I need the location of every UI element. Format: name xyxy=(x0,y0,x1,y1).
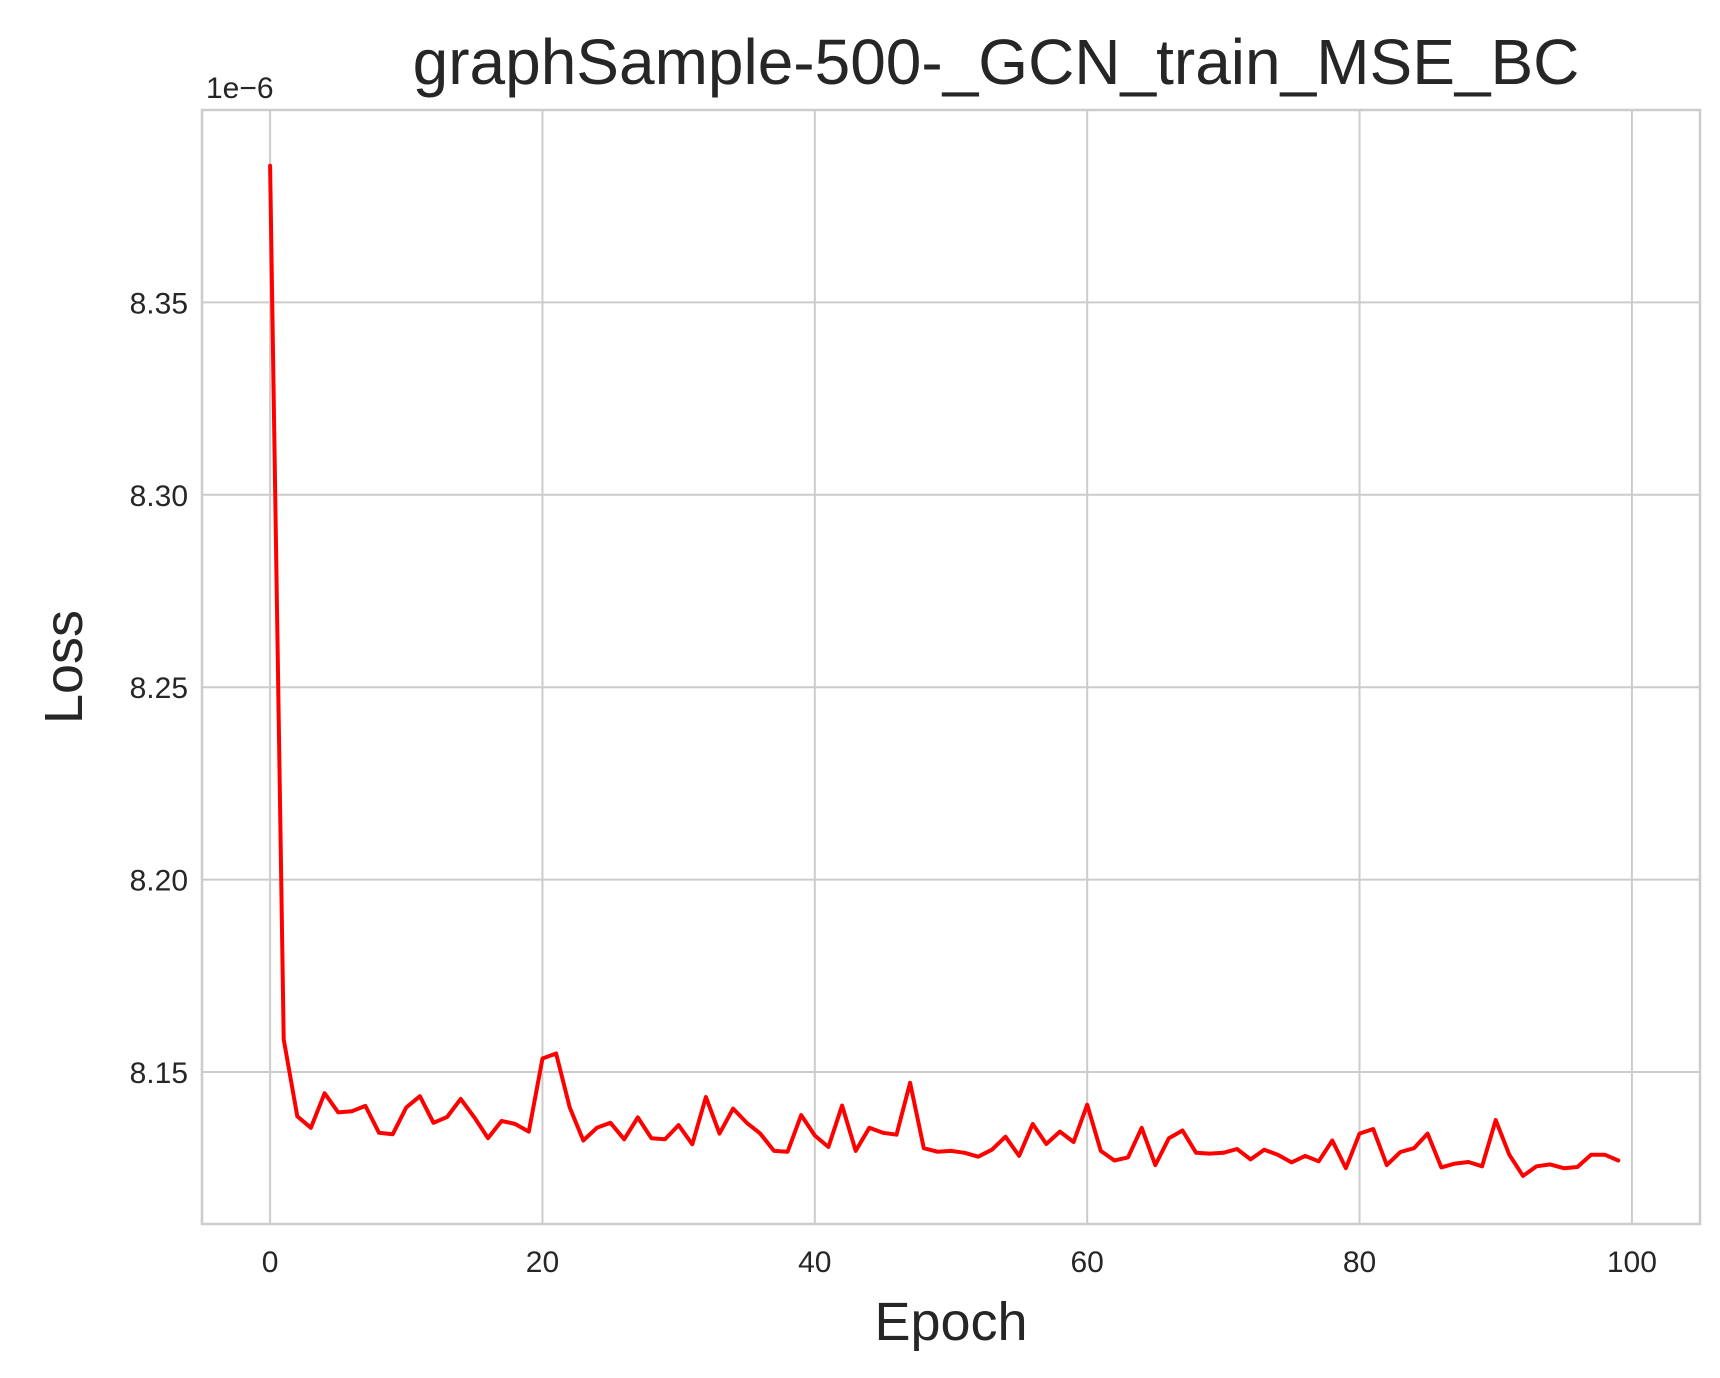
y-tick-label: 8.25 xyxy=(130,672,188,705)
y-tick-label: 8.30 xyxy=(130,480,188,513)
x-axis-label: Epoch xyxy=(874,1292,1027,1352)
y-axis-label: Loss xyxy=(34,610,94,724)
y-offset-label: 1e−6 xyxy=(206,72,274,105)
plot-frame xyxy=(200,108,1702,1226)
x-tick-label: 100 xyxy=(1607,1246,1657,1279)
x-tick-label: 80 xyxy=(1343,1246,1376,1279)
y-tick-labels: 8.15 8.20 8.25 8.30 8.35 xyxy=(130,287,188,1090)
gridlines xyxy=(202,110,1700,1224)
y-tick-label: 8.20 xyxy=(130,865,188,898)
x-tick-label: 20 xyxy=(526,1246,559,1279)
y-tick-label: 8.15 xyxy=(130,1057,188,1090)
x-tick-label: 60 xyxy=(1070,1246,1103,1279)
x-tick-label: 40 xyxy=(798,1246,831,1279)
x-tick-labels: 0 20 40 60 80 100 xyxy=(262,1246,1657,1279)
series-layer xyxy=(268,163,1621,1178)
loss-series-line xyxy=(268,163,1621,1178)
y-tick-label: 8.35 xyxy=(130,287,188,320)
chart-title: graphSample-500-_GCN_train_MSE_BC xyxy=(413,26,1580,98)
x-tick-label: 0 xyxy=(262,1246,279,1279)
